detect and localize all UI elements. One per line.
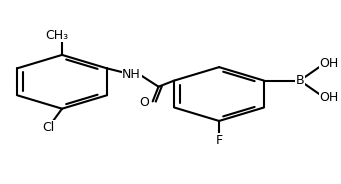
Text: B: B — [296, 74, 304, 87]
Text: F: F — [216, 134, 223, 147]
Text: NH: NH — [122, 68, 141, 81]
Text: O: O — [140, 96, 150, 109]
Text: OH: OH — [320, 91, 339, 104]
Text: OH: OH — [320, 57, 339, 70]
Text: CH₃: CH₃ — [45, 29, 68, 42]
Text: Cl: Cl — [43, 121, 55, 134]
